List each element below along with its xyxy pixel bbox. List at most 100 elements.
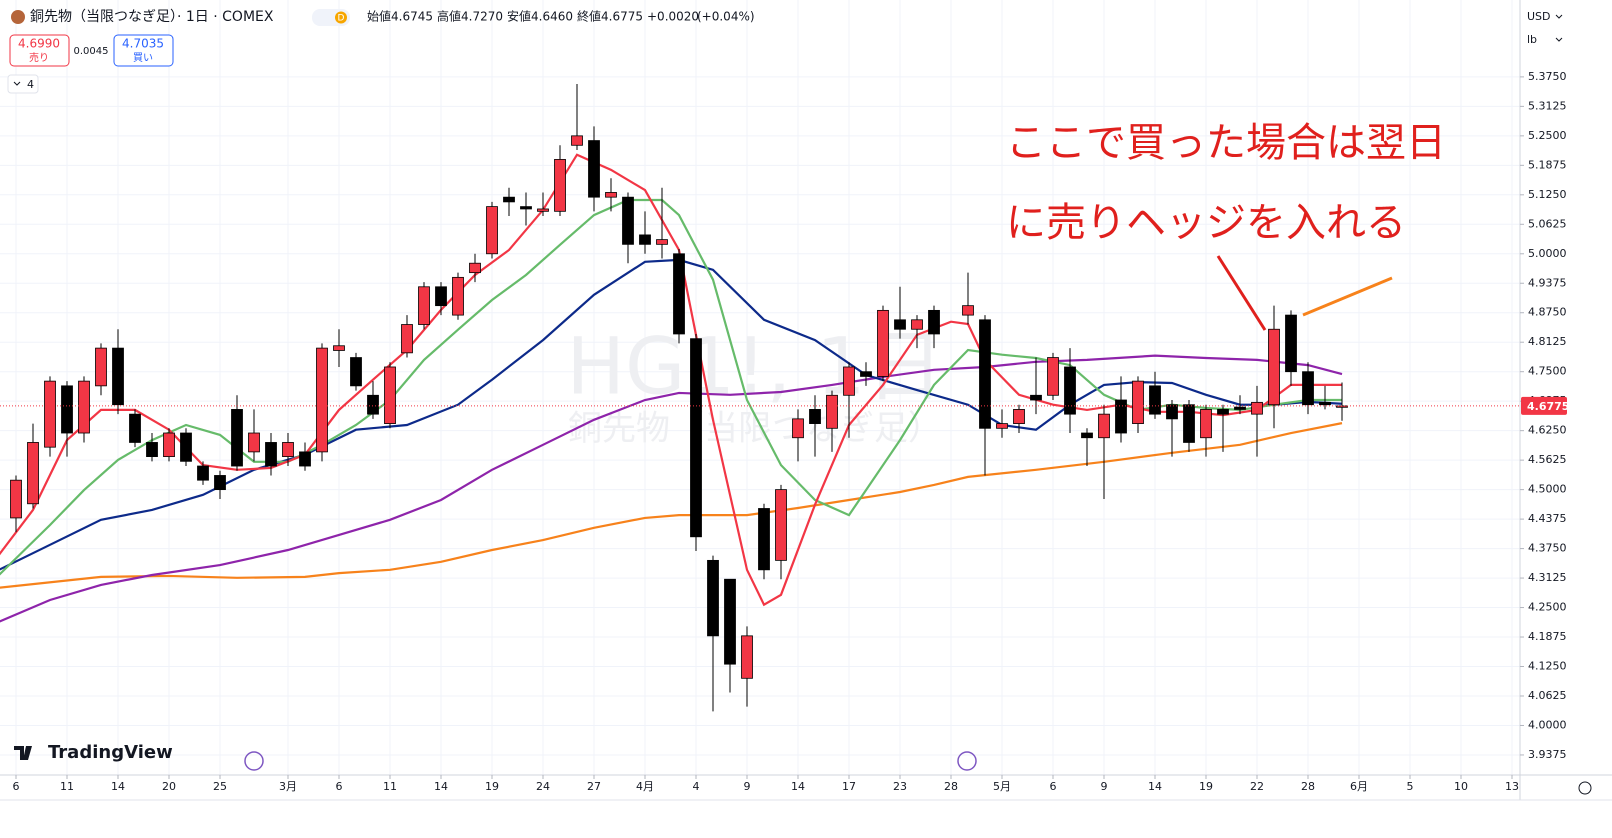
candle-body xyxy=(10,479,22,519)
ohlc-label: 終値 xyxy=(577,9,601,24)
ohlc-value: 4.7270 xyxy=(461,10,503,24)
candle-body xyxy=(1098,413,1110,439)
x-tick-label: 4月 xyxy=(636,780,654,793)
candle-body xyxy=(95,347,107,387)
symbol-icon xyxy=(11,10,25,24)
y-tick-label: 5.0625 xyxy=(1528,217,1567,230)
candle-body xyxy=(435,286,447,307)
candle-body xyxy=(758,508,770,571)
y-tick-label: 4.5625 xyxy=(1528,453,1567,466)
change: +0.0020 xyxy=(647,10,699,24)
x-tick-label: 22 xyxy=(1250,780,1264,793)
ohlc-value: 4.6775 xyxy=(601,10,643,24)
candle-body xyxy=(112,347,124,406)
candle-body xyxy=(1251,401,1263,415)
x-tick-label: 25 xyxy=(213,780,227,793)
x-tick-label: 11 xyxy=(60,780,74,793)
x-tick-label: 10 xyxy=(1454,780,1468,793)
candle-body xyxy=(469,262,481,274)
candle-body xyxy=(1285,314,1297,373)
candle-body xyxy=(843,366,855,396)
bid-label: 売り xyxy=(29,51,49,64)
x-tick-label: 14 xyxy=(434,780,448,793)
candle-body xyxy=(27,442,39,505)
plot xyxy=(0,83,1520,712)
logo: TradingView xyxy=(48,742,173,763)
candle-body xyxy=(877,309,889,377)
grid xyxy=(0,0,1520,775)
candle-body xyxy=(826,394,838,429)
candle-body xyxy=(503,196,515,203)
y-tick-label: 4.5000 xyxy=(1528,483,1567,496)
y-tick-label: 4.8125 xyxy=(1528,335,1567,348)
last-price-label: 4.6775 xyxy=(1527,400,1569,413)
candle-body xyxy=(860,371,872,377)
x-tick-label: 6月 xyxy=(1350,780,1368,793)
y-tick-label: 5.3125 xyxy=(1528,99,1567,112)
ohlc-label: 高値 xyxy=(437,9,461,24)
chart-title[interactable]: 銅先物（当限つなぎ足）· 1日 · COMEX xyxy=(30,9,274,25)
y-tick-label: 4.0625 xyxy=(1528,689,1567,702)
bid-price: 4.6990 xyxy=(18,37,60,51)
candle-body xyxy=(1217,409,1229,415)
ohlc-label: 安値 xyxy=(507,9,531,24)
candle-body xyxy=(1081,432,1093,439)
candle-body xyxy=(690,338,702,538)
change-pct: (+0.04%) xyxy=(697,10,755,24)
candle-body xyxy=(1234,406,1246,410)
x-tick-label: 4 xyxy=(693,780,700,793)
x-tick-label: 14 xyxy=(791,780,805,793)
x-tick-label: 19 xyxy=(485,780,499,793)
candle-body xyxy=(214,475,226,491)
x-tick-label: 23 xyxy=(893,780,907,793)
candle-body xyxy=(996,423,1008,429)
last-price-box xyxy=(1521,396,1567,415)
candle-body xyxy=(486,206,498,255)
y-tick-label: 5.3750 xyxy=(1528,70,1567,83)
x-tick-label: 24 xyxy=(536,780,550,793)
candle-body xyxy=(248,432,260,453)
candle-body xyxy=(605,192,617,198)
candle-body xyxy=(741,635,753,679)
spread: 0.0045 xyxy=(74,46,109,57)
x-tick-label: 6 xyxy=(336,780,343,793)
indicator-toggle[interactable] xyxy=(7,74,39,94)
candle-body xyxy=(520,206,532,210)
candle-body xyxy=(622,196,634,245)
buy-button[interactable] xyxy=(113,34,174,67)
x-tick-label: 17 xyxy=(842,780,856,793)
chevron xyxy=(1555,37,1563,42)
y-tick-label: 4.7500 xyxy=(1528,365,1567,378)
event-icon[interactable] xyxy=(957,751,977,771)
candle-body xyxy=(571,135,583,146)
candle-body xyxy=(197,465,209,481)
interval-badge: D xyxy=(338,14,345,24)
x-tick-label: 20 xyxy=(162,780,176,793)
y-tick-label: 4.9375 xyxy=(1528,276,1567,289)
candle-body xyxy=(1013,409,1025,424)
y-axis: 3.9375 4.0000 4.0625 4.1250 4.1875 4.2500 4.31… xyxy=(1520,70,1569,761)
logo-mark xyxy=(14,746,32,760)
annotation-line xyxy=(1302,276,1393,317)
unit[interactable]: lb xyxy=(1527,33,1537,46)
event-icon[interactable] xyxy=(244,751,264,771)
x-tick-label: 5 xyxy=(1407,780,1414,793)
currency[interactable]: USD xyxy=(1527,10,1551,23)
annotation-arrow xyxy=(1216,255,1267,331)
candle-body xyxy=(1302,371,1314,406)
candle-body xyxy=(384,366,396,424)
candle-body xyxy=(146,442,158,458)
ask-label: 買い xyxy=(133,52,153,64)
y-tick-label: 4.6250 xyxy=(1528,424,1567,437)
chevron xyxy=(1555,14,1563,19)
sell-button[interactable] xyxy=(9,34,70,67)
candle-body xyxy=(1200,409,1212,439)
indicator-count: 4 xyxy=(27,78,34,91)
annotation-text: に売りヘッジを入れる xyxy=(1006,200,1406,246)
annotation-text: ここで買った場合は翌日 xyxy=(1006,120,1446,166)
candle-body xyxy=(1268,328,1280,406)
candle-body xyxy=(656,239,668,245)
y-tick-label: 5.2500 xyxy=(1528,129,1567,142)
settings-icon[interactable] xyxy=(1578,781,1592,795)
